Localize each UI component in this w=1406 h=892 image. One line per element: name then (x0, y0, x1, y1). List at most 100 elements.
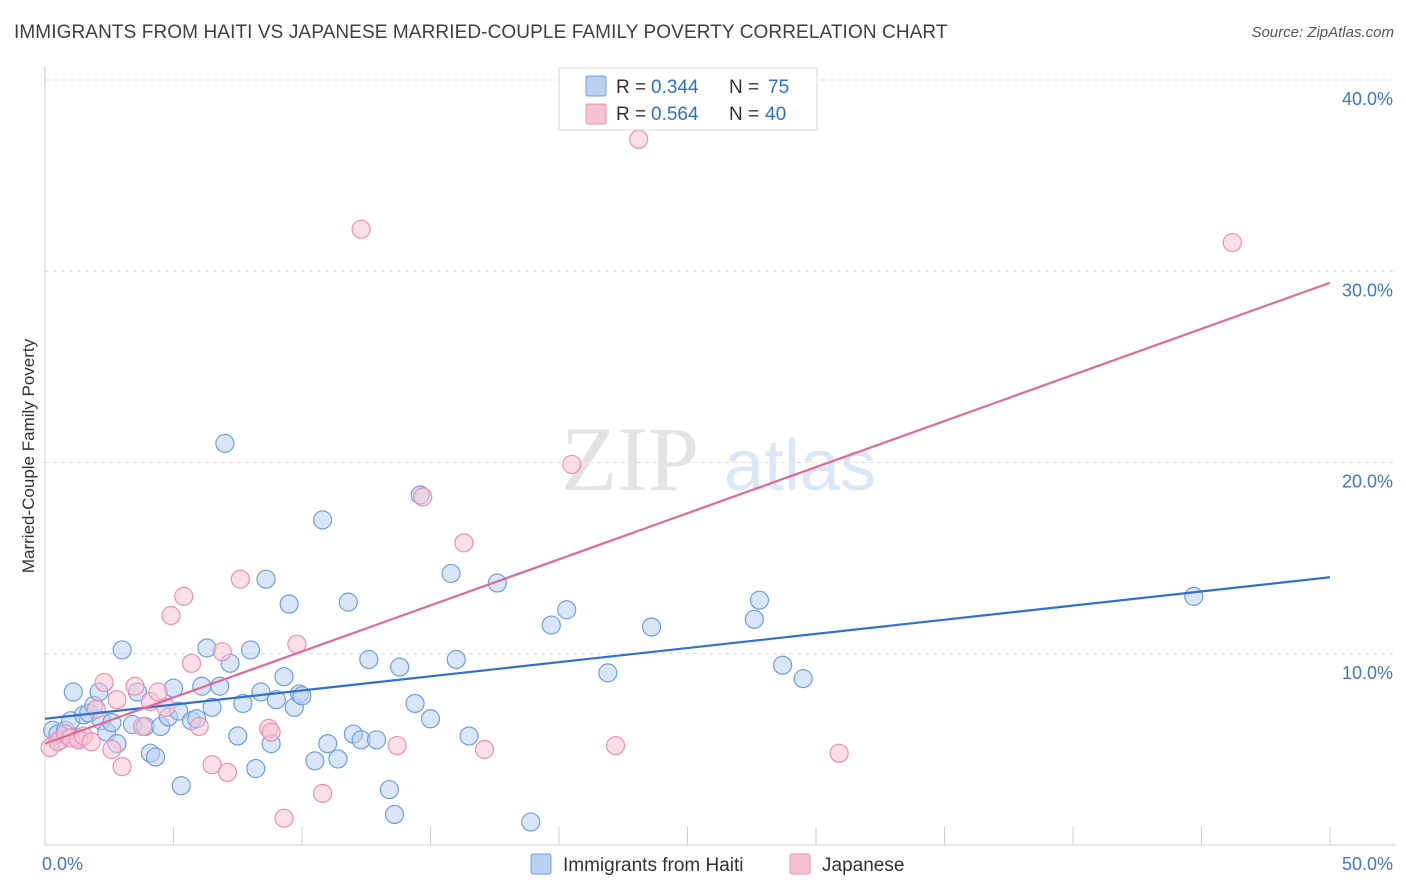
point-japanese-8 (94, 672, 114, 693)
point-haiti-75 (1184, 586, 1204, 606)
bottom-legend-swatch-japanese (789, 853, 811, 875)
point-haiti-34 (228, 726, 248, 746)
point-japanese-35 (562, 454, 582, 475)
gridlines (45, 79, 1395, 655)
legend-n-label-2: N = (729, 104, 759, 125)
point-haiti-15 (112, 640, 132, 660)
point-japanese-32 (413, 487, 433, 507)
legend-r-label-1: R = (616, 77, 646, 98)
point-japanese-30 (351, 219, 371, 239)
point-japanese-12 (125, 676, 145, 696)
point-japanese-29 (312, 783, 333, 803)
point-japanese-27 (274, 808, 294, 828)
legend-box: R = 0.344 N = 75 R = 0.564 N = 40 (558, 67, 818, 131)
point-haiti-73 (772, 655, 793, 675)
point-haiti-59 (405, 693, 425, 714)
point-japanese-37 (629, 129, 649, 149)
point-haiti-50 (328, 749, 348, 769)
point-haiti-74 (793, 669, 813, 689)
y-tick-label-0: 10.0% (1342, 663, 1393, 683)
point-haiti-71 (744, 609, 764, 629)
point-haiti-30 (202, 697, 222, 717)
x-tick-label-1: 50.0% (1342, 854, 1393, 874)
bottom-legend-japanese: Japanese (822, 855, 904, 876)
point-japanese-17 (161, 605, 181, 626)
point-japanese-13 (133, 716, 153, 737)
x-tick-label-0: 0.0% (42, 854, 83, 874)
point-haiti-57 (384, 804, 405, 825)
point-haiti-62 (441, 563, 461, 584)
point-japanese-21 (202, 755, 222, 775)
point-haiti-66 (521, 812, 541, 832)
point-japanese-33 (454, 533, 474, 553)
point-haiti-39 (256, 569, 276, 589)
point-haiti-43 (279, 594, 299, 614)
point-japanese-20 (189, 716, 209, 737)
point-haiti-37 (246, 758, 266, 779)
point-japanese-22 (212, 642, 232, 662)
point-haiti-70 (641, 617, 662, 637)
point-japanese-23 (217, 762, 238, 782)
point-japanese-7 (86, 699, 107, 719)
y-tick-label-2: 30.0% (1342, 280, 1393, 300)
point-japanese-19 (181, 653, 202, 673)
trend-line-haiti (44, 576, 1331, 720)
point-haiti-54 (359, 649, 379, 670)
point-haiti-20 (145, 747, 166, 767)
point-haiti-48 (312, 510, 333, 530)
point-haiti-32 (215, 433, 235, 453)
point-haiti-65 (487, 573, 507, 593)
watermark-atlas: atlas (724, 426, 876, 506)
point-haiti-5 (63, 682, 83, 702)
y-axis-label: Married-Couple Family Poverty (19, 338, 38, 573)
point-japanese-34 (474, 739, 495, 759)
legend-swatch-japanese (585, 103, 607, 125)
legend-n-value-1: 75 (768, 77, 789, 98)
chart-title: IMMIGRANTS FROM HAITI VS JAPANESE MARRIE… (14, 22, 948, 43)
point-japanese-36 (605, 735, 626, 756)
point-haiti-58 (390, 657, 410, 677)
legend-swatch-haiti (585, 75, 607, 97)
y-tick-label-3: 40.0% (1342, 89, 1393, 109)
point-haiti-55 (366, 730, 387, 750)
point-japanese-31 (387, 735, 407, 756)
point-haiti-61 (420, 709, 441, 729)
point-haiti-51 (338, 592, 358, 612)
source-label: Source: ZipAtlas.com (1251, 24, 1394, 41)
point-haiti-41 (266, 690, 286, 710)
point-haiti-35 (233, 693, 253, 714)
trend-line-japanese (44, 281, 1331, 745)
bottom-legend: Immigrants from Haiti Japanese (530, 853, 904, 876)
tick-labels: 10.0% 20.0% 30.0% 40.0% 0.0% 50.0% (42, 89, 1393, 874)
point-haiti-25 (171, 776, 191, 796)
point-haiti-67 (541, 615, 561, 635)
point-haiti-47 (305, 751, 325, 771)
point-haiti-56 (379, 779, 399, 800)
point-haiti-36 (241, 640, 261, 660)
point-japanese-11 (112, 756, 132, 777)
point-japanese-39 (1222, 232, 1242, 253)
point-haiti-42 (274, 667, 294, 687)
point-haiti-64 (459, 726, 479, 746)
point-japanese-26 (261, 722, 281, 742)
point-haiti-69 (598, 663, 618, 683)
bottom-legend-haiti: Immigrants from Haiti (563, 855, 744, 876)
point-haiti-72 (749, 590, 770, 610)
trend-lines (44, 281, 1331, 745)
legend-n-label-1: N = (729, 77, 759, 98)
point-japanese-9 (102, 739, 122, 759)
point-haiti-68 (557, 600, 577, 620)
bottom-legend-swatch-haiti (530, 853, 552, 875)
series-japanese-points (40, 129, 1242, 828)
legend-n-value-2: 40 (765, 104, 786, 125)
point-japanese-10 (107, 690, 127, 710)
point-haiti-63 (446, 649, 466, 670)
watermark-zip: ZIP (561, 408, 699, 510)
point-japanese-24 (230, 569, 250, 589)
legend-r-value-2: 0.564 (651, 104, 699, 125)
point-japanese-38 (829, 743, 849, 763)
legend-r-value-1: 0.344 (651, 77, 699, 98)
point-japanese-15 (148, 682, 168, 702)
y-tick-label-1: 20.0% (1342, 472, 1393, 492)
